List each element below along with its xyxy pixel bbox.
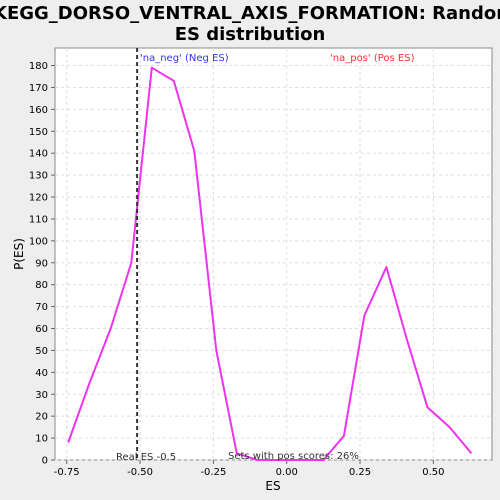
chart-title-line1: KEGG_DORSO_VENTRAL_AXIS_FORMATION: Rando… xyxy=(0,3,500,24)
real-es-label: Real ES -0.5 xyxy=(116,452,176,463)
ticks: 0 10 20 30 40 50 60 70 80 90 100 110 120 130 140 150 160… xyxy=(29,61,445,478)
y-tick-label: 120 xyxy=(29,193,48,204)
y-tick-label: 80 xyxy=(35,280,48,291)
y-tick-label: 90 xyxy=(35,258,48,269)
y-tick-label: 100 xyxy=(29,236,48,247)
pos-es-label: 'na_pos' (Pos ES) xyxy=(330,53,415,64)
x-tick-label: 0.00 xyxy=(276,467,298,478)
neg-es-label: 'na_neg' (Neg ES) xyxy=(140,53,229,64)
y-tick-label: 0 xyxy=(42,456,48,467)
plot-area xyxy=(54,47,493,461)
series xyxy=(67,66,473,461)
es-distribution-line xyxy=(67,66,473,461)
y-tick-label: 50 xyxy=(35,346,48,357)
x-tick-label: -0.75 xyxy=(54,467,80,478)
y-tick-label: 110 xyxy=(29,214,48,225)
x-tick-label: 0.50 xyxy=(422,467,444,478)
pos-scores-label: Sets with pos scores: 26% xyxy=(228,451,359,462)
x-tick-label: -0.25 xyxy=(200,467,226,478)
y-axis-label: P(ES) xyxy=(12,238,26,270)
y-tick-label: 70 xyxy=(35,302,48,313)
y-tick-label: 150 xyxy=(29,127,48,138)
y-tick-label: 140 xyxy=(29,149,48,160)
grid xyxy=(55,48,492,461)
y-tick-label: 160 xyxy=(29,105,48,116)
y-tick-label: 10 xyxy=(35,434,48,445)
x-axis-label: ES xyxy=(265,479,280,493)
y-tick-label: 30 xyxy=(35,390,48,401)
y-tick-label: 170 xyxy=(29,83,48,94)
y-tick-label: 40 xyxy=(35,368,48,379)
x-tick-label: 0.25 xyxy=(349,467,371,478)
y-tick-label: 130 xyxy=(29,171,48,182)
y-tick-label: 20 xyxy=(35,412,48,423)
x-tick-label: -0.50 xyxy=(127,467,153,478)
y-tick-label: 180 xyxy=(29,61,48,72)
chart-title-line2: ES distribution xyxy=(175,24,326,45)
y-tick-label: 60 xyxy=(35,324,48,335)
